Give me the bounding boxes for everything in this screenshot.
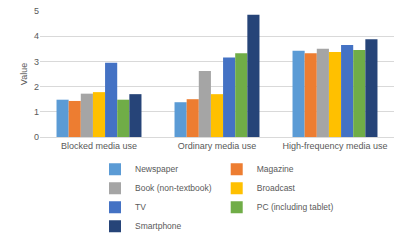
svg-text:Ordinary media use: Ordinary media use: [178, 141, 257, 151]
svg-text:5: 5: [34, 6, 39, 16]
svg-text:1: 1: [34, 107, 39, 117]
svg-text:TV: TV: [135, 202, 146, 212]
svg-text:Value: Value: [19, 63, 29, 85]
svg-text:Book (non-textbook): Book (non-textbook): [135, 183, 212, 193]
svg-text:Broadcast: Broadcast: [257, 183, 296, 193]
svg-text:PC (including tablet): PC (including tablet): [257, 202, 334, 212]
svg-text:Magazine: Magazine: [257, 164, 294, 174]
svg-text:High-frequency media use: High-frequency media use: [282, 141, 387, 151]
svg-text:4: 4: [34, 31, 39, 41]
svg-text:3: 3: [34, 57, 39, 67]
svg-text:Smartphone: Smartphone: [135, 221, 182, 231]
svg-text:Blocked media use: Blocked media use: [61, 141, 137, 151]
svg-text:2: 2: [34, 82, 39, 92]
svg-text:Newspaper: Newspaper: [135, 164, 178, 174]
svg-text:0: 0: [34, 132, 39, 142]
